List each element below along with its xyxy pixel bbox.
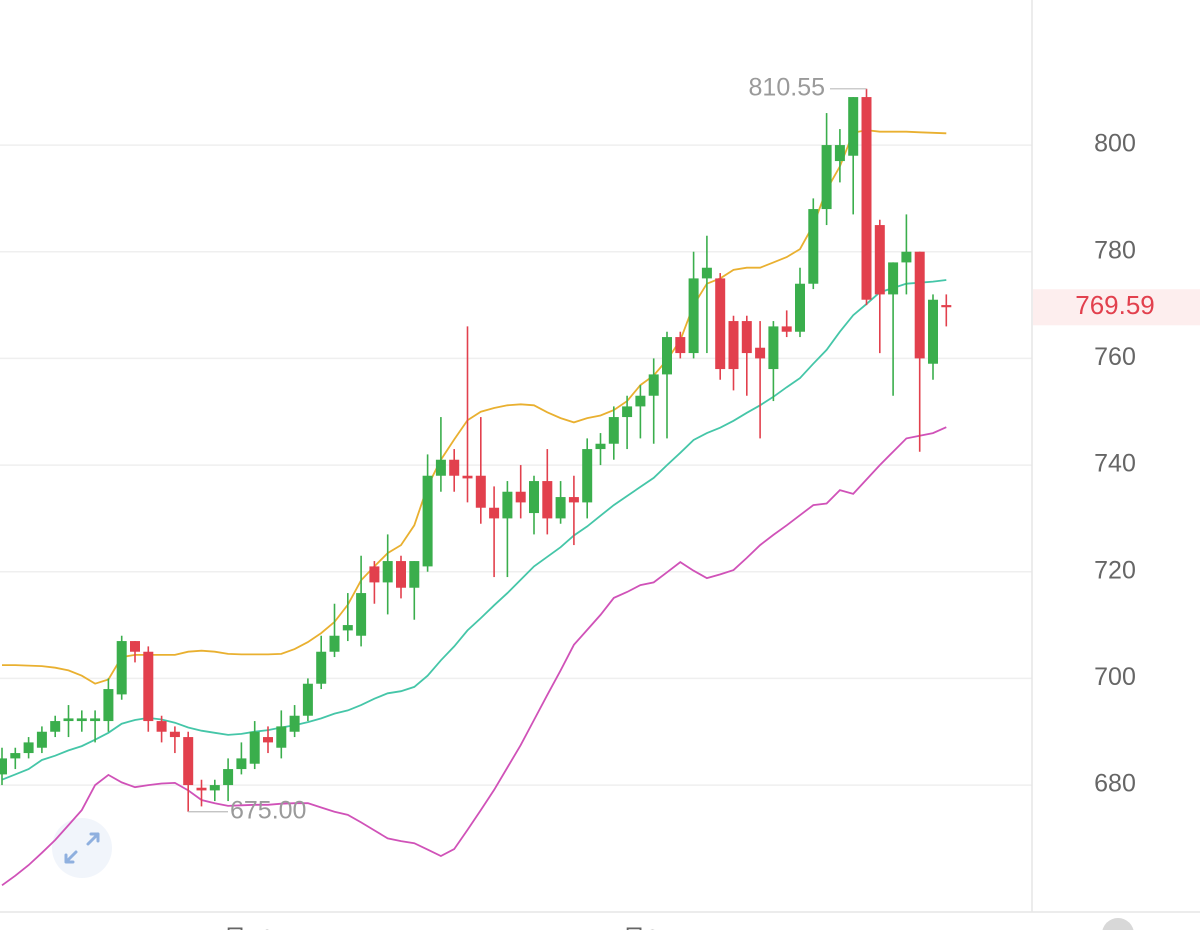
- candle-body: [728, 321, 739, 370]
- candle-body: [302, 683, 313, 716]
- candle-body: [369, 566, 380, 583]
- candle-body: [515, 491, 526, 503]
- candle-body: [688, 278, 699, 354]
- candle-body: [409, 561, 420, 588]
- candle-body: [555, 497, 566, 519]
- candle-body: [209, 785, 220, 791]
- candle-body: [715, 278, 726, 370]
- candle-body: [662, 337, 672, 375]
- x-tick-label: 7月16: [209, 925, 273, 930]
- candle-body: [329, 635, 340, 652]
- candle-body: [582, 449, 593, 503]
- x-tick-label: 7月21: [608, 925, 672, 930]
- candle-body: [795, 283, 805, 332]
- candle-body: [236, 758, 247, 770]
- last-price-box: [1033, 289, 1200, 326]
- high-label: 810.55: [749, 73, 825, 101]
- candle-body: [475, 475, 486, 508]
- candle-body: [861, 97, 872, 300]
- scroll-handle[interactable]: [1102, 918, 1134, 930]
- candle-body: [143, 651, 154, 722]
- candle-body: [169, 731, 180, 738]
- candle-body: [542, 481, 553, 519]
- candle-body: [489, 507, 500, 519]
- candle-body: [888, 262, 899, 295]
- candle-body: [276, 726, 287, 748]
- expand-button-bg[interactable]: [52, 818, 112, 878]
- candle-body: [462, 475, 473, 479]
- last-price-label: 769.59: [1075, 290, 1155, 320]
- band-line: [2, 129, 947, 685]
- candle-body: [396, 561, 406, 588]
- low-label: 675.00: [230, 796, 306, 824]
- candle-body: [741, 321, 752, 354]
- candle-body: [648, 374, 659, 396]
- candle-body: [23, 742, 34, 754]
- candle-body: [50, 721, 61, 732]
- candle-body: [675, 337, 686, 354]
- candle-body: [635, 395, 646, 407]
- candle-body: [422, 475, 433, 567]
- candle-body: [874, 225, 885, 295]
- candle-body: [116, 641, 127, 695]
- candle-body: [595, 443, 606, 450]
- band-line: [1, 426, 947, 887]
- candle-body: [768, 326, 779, 370]
- y-tick-label: 740: [1094, 450, 1136, 478]
- candle-body: [622, 406, 633, 418]
- candle-body: [356, 593, 367, 636]
- y-tick-label: 780: [1094, 236, 1136, 264]
- candle-body: [342, 625, 353, 631]
- candle-body: [130, 641, 140, 652]
- candle-body: [568, 497, 579, 503]
- expand-icon[interactable]: [64, 832, 100, 864]
- candle-body: [821, 145, 832, 210]
- candle-body: [449, 459, 460, 476]
- candle-body: [183, 737, 194, 786]
- candle-body: [781, 326, 792, 332]
- candle-body: [901, 251, 912, 263]
- candle-body: [808, 209, 819, 284]
- y-tick-label: 760: [1094, 343, 1136, 371]
- candle-body: [529, 481, 539, 514]
- candle-body: [435, 459, 446, 476]
- candle-body: [382, 561, 393, 583]
- candle-body: [223, 769, 234, 786]
- candle-body: [263, 737, 273, 743]
- candle-body: [90, 718, 101, 722]
- candle-body: [10, 753, 21, 759]
- candle-body: [0, 758, 7, 775]
- candle-body: [76, 718, 87, 722]
- expand-button[interactable]: [52, 818, 112, 878]
- band-line: [1, 279, 947, 781]
- candle-body: [848, 97, 859, 156]
- candle-body: [103, 689, 114, 722]
- candle-body: [608, 417, 619, 444]
- candle-body: [941, 305, 952, 308]
- candle-body: [928, 299, 938, 364]
- y-tick-label: 800: [1094, 130, 1136, 158]
- candle-body: [834, 145, 845, 162]
- candle-body: [156, 721, 167, 732]
- candle-body: [63, 718, 74, 722]
- candle-body: [316, 651, 327, 684]
- y-tick-label: 700: [1094, 663, 1136, 691]
- y-tick-label: 680: [1094, 770, 1136, 798]
- candle-body: [249, 731, 260, 764]
- candle-body: [755, 347, 766, 359]
- candle-body: [289, 715, 300, 732]
- y-tick-label: 720: [1094, 556, 1136, 584]
- candle-body: [36, 731, 47, 748]
- candle-body: [914, 251, 925, 359]
- candle-body: [502, 491, 513, 519]
- candle-body: [196, 787, 207, 791]
- candle-body: [701, 267, 712, 279]
